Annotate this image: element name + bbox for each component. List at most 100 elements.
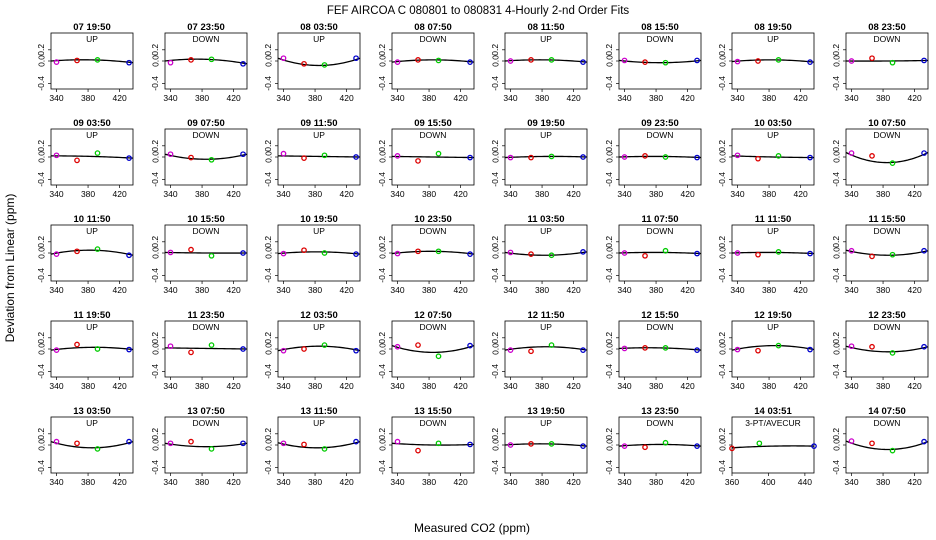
data-point: [415, 158, 421, 164]
x-tick-label: 340: [730, 189, 744, 199]
panel-title: 10 07:50: [868, 118, 906, 129]
fit-curve: [277, 155, 361, 158]
fit-curve: [845, 59, 929, 62]
x-tick-label: 420: [454, 477, 468, 487]
data-point: [621, 443, 628, 449]
data-point: [188, 349, 194, 356]
y-tick-label: 0.0: [263, 151, 273, 163]
data-point: [580, 59, 586, 65]
data-point: [621, 57, 628, 64]
x-tick-label: 340: [276, 381, 290, 391]
x-tick-label: 420: [454, 285, 468, 295]
y-tick-label: -0.4: [150, 364, 160, 379]
y-tick-label: 0.2: [717, 140, 727, 152]
y-tick-label: -0.4: [831, 76, 841, 91]
y-tick-label: 0.0: [717, 55, 727, 67]
x-tick-label: 340: [276, 285, 290, 295]
panel-title: 10 11:50: [74, 214, 111, 225]
y-tick-label: 0.0: [36, 247, 46, 259]
data-point: [280, 150, 287, 157]
data-point: [208, 252, 215, 259]
y-tick-label: 0.2: [717, 332, 727, 344]
y-tick-label: -0.4: [604, 268, 614, 283]
panel-title: 10 23:50: [414, 214, 452, 225]
panel-subtitle: 3-PT/AVECUR: [745, 418, 801, 428]
x-tick-label: 420: [908, 93, 922, 103]
data-point: [729, 445, 735, 452]
data-point: [240, 440, 246, 447]
y-tick-label: -0.4: [36, 364, 46, 379]
fit-curve: [277, 345, 361, 352]
data-point: [321, 342, 328, 348]
y-tick-label: 0.0: [36, 55, 46, 67]
y-tick-label: 0.0: [150, 151, 160, 163]
panel-title: 10 15:50: [187, 214, 225, 225]
x-tick-label: 340: [844, 381, 858, 391]
y-tick-label: 0.2: [717, 428, 727, 440]
data-point: [507, 249, 514, 256]
x-tick-label: 380: [195, 285, 209, 295]
panel-subtitle: DOWN: [647, 322, 674, 332]
panel-title: 10 03:50: [754, 118, 792, 129]
panel-title: 08 03:50: [300, 22, 338, 33]
y-tick-label: -0.4: [490, 268, 500, 283]
data-point: [394, 250, 401, 257]
y-tick-label: 0.2: [36, 428, 46, 440]
y-tick-label: 0.0: [831, 151, 841, 163]
panel-subtitle: UP: [767, 34, 779, 44]
data-point: [662, 345, 669, 351]
data-point: [301, 247, 307, 254]
x-tick-label: 380: [535, 93, 549, 103]
panel-subtitle: UP: [540, 34, 552, 44]
fit-curve: [618, 155, 702, 159]
data-point: [642, 252, 648, 259]
data-point: [53, 59, 60, 65]
panel-subtitle: UP: [767, 322, 779, 332]
data-point: [280, 440, 287, 447]
panel-subtitle: DOWN: [874, 34, 901, 44]
x-tick-label: 340: [617, 93, 631, 103]
data-point: [94, 150, 101, 156]
data-point: [662, 59, 669, 66]
panel-subtitle: UP: [767, 226, 779, 236]
data-point: [548, 57, 555, 63]
y-tick-label: -0.4: [604, 172, 614, 187]
panel-title: 14 07:50: [868, 406, 906, 417]
fit-curve: [504, 59, 588, 63]
x-tick-label: 380: [876, 189, 890, 199]
x-tick-label: 380: [535, 381, 549, 391]
x-tick-label: 420: [681, 381, 695, 391]
panel-subtitle: DOWN: [420, 322, 447, 332]
data-point: [889, 160, 896, 167]
panel-subtitle: UP: [313, 322, 325, 332]
fit-curve: [277, 57, 361, 67]
x-tick-label: 420: [681, 285, 695, 295]
data-point: [53, 152, 60, 159]
figure-title: FEF AIRCOA C 080801 to 080831 4-Hourly 2…: [327, 5, 630, 17]
panel-subtitle: UP: [86, 226, 98, 236]
data-point: [580, 347, 586, 353]
data-point: [321, 62, 328, 68]
x-tick-label: 420: [794, 189, 808, 199]
fit-curve: [164, 58, 248, 65]
y-tick-label: 0.2: [831, 140, 841, 152]
y-tick-label: -0.4: [831, 364, 841, 379]
x-tick-label: 420: [794, 381, 808, 391]
y-tick-label: 0.0: [604, 439, 614, 451]
x-tick-label: 340: [390, 285, 404, 295]
data-point: [811, 443, 817, 449]
y-tick-label: -0.4: [263, 172, 273, 187]
y-tick-label: 0.2: [263, 428, 273, 440]
y-tick-label: 0.0: [831, 439, 841, 451]
y-tick-label: 0.2: [604, 332, 614, 344]
y-tick-label: 0.2: [490, 140, 500, 152]
fit-curve: [164, 347, 248, 350]
y-tick-label: -0.4: [831, 172, 841, 187]
x-tick-label: 340: [503, 189, 517, 199]
y-tick-label: 0.0: [150, 439, 160, 451]
y-tick-label: 0.0: [604, 343, 614, 355]
